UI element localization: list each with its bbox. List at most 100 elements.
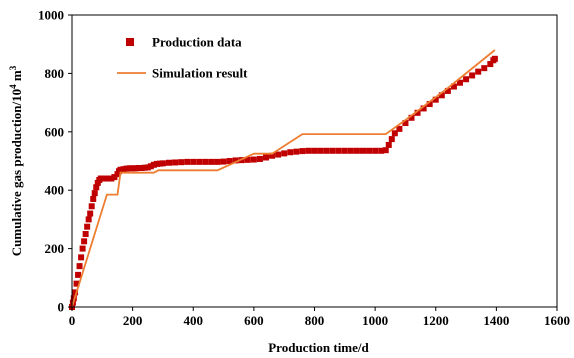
- data-point: [132, 165, 139, 172]
- x-tick-label: 1000: [362, 313, 388, 328]
- x-tick-label: 400: [184, 313, 204, 328]
- data-point: [341, 147, 348, 154]
- data-point: [82, 231, 89, 237]
- data-point: [378, 147, 385, 154]
- data-point: [190, 158, 197, 165]
- x-tick-label: 0: [69, 313, 76, 328]
- y-tick-label: 400: [45, 183, 65, 198]
- data-point: [305, 147, 312, 154]
- data-point: [202, 158, 209, 165]
- data-point: [388, 136, 395, 143]
- data-point: [85, 216, 92, 223]
- data-point: [491, 55, 498, 62]
- data-point: [144, 164, 151, 171]
- data-point: [347, 147, 354, 154]
- data-point: [120, 166, 127, 173]
- data-point: [88, 203, 95, 210]
- y-tick-label: 0: [58, 300, 65, 315]
- data-point: [72, 289, 79, 296]
- data-point: [111, 174, 118, 181]
- data-point: [91, 190, 98, 197]
- data-point: [159, 160, 166, 167]
- data-point: [329, 147, 336, 154]
- data-point: [87, 210, 94, 217]
- data-point: [469, 72, 476, 79]
- data-point: [420, 105, 427, 112]
- y-axis-title: Cumulative gas production/104 m3: [8, 65, 24, 256]
- x-tick-label: 1200: [423, 313, 449, 328]
- series-simulation-result: [71, 49, 496, 308]
- data-point: [232, 157, 239, 164]
- data-point: [178, 159, 185, 166]
- data-point: [81, 238, 88, 245]
- data-point: [335, 147, 342, 154]
- data-point: [438, 92, 445, 99]
- data-point: [75, 271, 82, 278]
- series-production-data: [69, 55, 498, 310]
- data-point: [432, 96, 439, 103]
- data-point: [135, 165, 142, 172]
- data-point: [293, 148, 300, 155]
- plot-area: [69, 49, 498, 310]
- data-point: [372, 147, 379, 154]
- x-tick-label: 1400: [483, 313, 509, 328]
- data-point: [150, 161, 157, 168]
- data-point: [360, 147, 366, 154]
- data-point: [172, 159, 179, 166]
- legend: Production data Simulation result: [117, 35, 248, 81]
- data-point: [196, 158, 203, 165]
- axes: 0 200 400 600 800 1000 1200 1400 1600 0 200 400 600 8…: [8, 8, 570, 356]
- legend-label-production-data: Production data: [152, 35, 242, 50]
- data-point: [99, 175, 106, 182]
- data-point: [208, 158, 215, 165]
- data-point: [105, 175, 112, 182]
- data-point: [129, 165, 136, 172]
- data-point: [102, 175, 109, 182]
- data-point: [385, 141, 392, 148]
- data-point: [73, 280, 80, 287]
- x-tick-label: 800: [305, 313, 325, 328]
- data-point: [444, 87, 451, 94]
- data-point: [311, 147, 318, 154]
- data-point: [147, 163, 154, 170]
- data-point: [463, 76, 470, 83]
- data-point: [126, 165, 133, 172]
- y-tick-label: 800: [45, 66, 65, 81]
- data-point: [299, 148, 306, 155]
- data-point: [166, 159, 172, 166]
- data-point: [117, 166, 124, 173]
- data-point: [263, 154, 269, 161]
- data-point: [156, 160, 163, 167]
- data-point: [414, 109, 421, 116]
- data-point: [90, 195, 97, 202]
- data-point: [353, 147, 360, 154]
- data-point: [214, 158, 221, 165]
- data-point: [487, 61, 494, 68]
- data-point: [475, 68, 482, 75]
- data-point: [141, 164, 148, 171]
- data-point: [457, 79, 463, 86]
- y-tick-label: 1000: [38, 8, 64, 23]
- legend-label-simulation-result: Simulation result: [152, 66, 248, 81]
- legend-marker-production-data: [126, 38, 134, 46]
- data-point: [153, 160, 160, 167]
- data-point: [244, 156, 251, 163]
- x-tick-label: 600: [244, 313, 264, 328]
- data-point: [281, 150, 288, 157]
- data-point: [123, 165, 130, 172]
- data-point: [396, 125, 403, 132]
- y-tick-label: 600: [45, 124, 65, 139]
- data-point: [481, 65, 488, 72]
- x-axis-title: Production time/d: [268, 340, 369, 355]
- data-point: [220, 158, 227, 165]
- data-point: [184, 158, 191, 165]
- y-tick-label: 200: [45, 241, 65, 256]
- data-point: [138, 165, 145, 172]
- data-point: [93, 184, 100, 191]
- data-point: [269, 152, 276, 159]
- data-point: [76, 263, 83, 270]
- data-point: [426, 101, 433, 108]
- data-point: [226, 158, 233, 164]
- data-point: [78, 254, 85, 261]
